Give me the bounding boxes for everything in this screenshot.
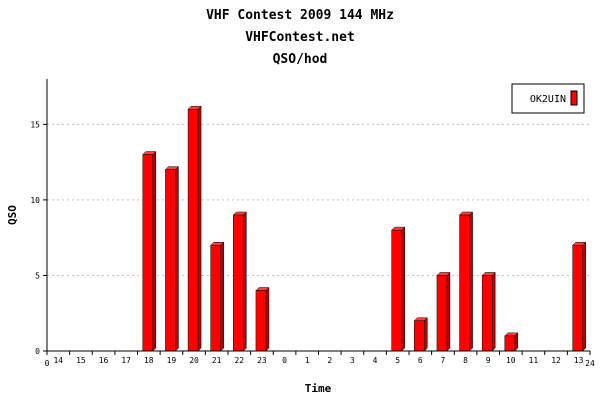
bar-front: [481, 275, 493, 352]
y-tick-label: 0: [35, 347, 40, 356]
x-tick-label: 18: [144, 356, 154, 365]
legend: OK2UIN: [511, 83, 585, 114]
bar: [413, 317, 428, 352]
x-axis-end-label: 24: [585, 359, 595, 368]
bar-side: [582, 241, 586, 352]
x-tick-label: 22: [234, 356, 244, 365]
x-tick-label: 23: [257, 356, 267, 365]
bar: [436, 271, 451, 352]
bar: [187, 105, 202, 352]
x-tick-label: 5: [395, 356, 400, 365]
x-tick-label: 12: [551, 356, 561, 365]
bar: [391, 226, 406, 352]
bar-front: [165, 169, 176, 352]
bar-side: [491, 271, 496, 352]
x-tick-label: 21: [212, 356, 222, 365]
bar-front: [187, 108, 199, 352]
bar-side: [243, 211, 247, 352]
bar-side: [401, 226, 405, 352]
bar-front: [142, 154, 154, 352]
bars: [142, 105, 587, 352]
bar-front: [233, 214, 244, 352]
bar: [142, 150, 157, 352]
x-tick-label: 3: [350, 356, 355, 365]
bar-front: [504, 335, 516, 352]
bar: [210, 241, 225, 352]
x-ticks: 14 15 16 17 18 19 20 21 22 23 0 1 2 3 4 5 6 7 8 9 10 11 12 13: [46, 351, 591, 365]
chart-subtitle-unit: QSO/hod: [273, 52, 328, 67]
legend-swatch: [570, 90, 578, 106]
bar-side: [220, 241, 224, 352]
bar-front: [572, 244, 583, 352]
bar-side: [265, 286, 270, 352]
bar-front: [436, 275, 448, 352]
x-tick-label: 19: [167, 356, 177, 365]
x-tick-label: 1: [305, 356, 310, 365]
x-tick-label: 11: [529, 356, 539, 365]
x-tick-label: 15: [76, 356, 86, 365]
bar-side: [424, 317, 428, 352]
bar: [458, 211, 474, 352]
x-tick-label: 4: [373, 356, 378, 365]
x-axis-start-label: 0: [45, 359, 50, 368]
bar-side: [175, 166, 179, 352]
x-tick-label: 10: [506, 356, 516, 365]
x-tick-label: 8: [463, 356, 468, 365]
x-tick-label: 20: [189, 356, 199, 365]
x-tick-label: 13: [574, 356, 584, 365]
x-tick-label: 9: [486, 356, 491, 365]
bar-side: [446, 271, 451, 352]
bar-front: [459, 214, 470, 352]
y-axis-title: QSO: [6, 205, 19, 225]
y-tick-label: 5: [35, 271, 40, 280]
bar-front: [255, 290, 267, 352]
bar: [232, 211, 247, 352]
x-axis-title: Time: [305, 382, 332, 395]
x-tick-label: 17: [121, 356, 131, 365]
bar: [481, 271, 496, 352]
bar: [255, 286, 270, 352]
bar-side: [469, 211, 473, 352]
y-tick-label: 10: [30, 196, 40, 205]
legend-label: OK2UIN: [530, 94, 566, 105]
x-tick-label: 0: [282, 356, 287, 365]
bar-front: [210, 244, 221, 352]
bar-side: [197, 105, 202, 352]
y-ticks: 0 5 10 15: [30, 120, 47, 356]
chart-subtitle: VHFContest.net: [245, 30, 355, 45]
x-tick-label: 6: [418, 356, 423, 365]
x-tick-label: 2: [327, 356, 332, 365]
grid-lines: [47, 123, 590, 276]
bar-side: [152, 150, 157, 352]
chart-title: VHF Contest 2009 144 MHz: [206, 8, 394, 23]
y-tick-label: 15: [30, 120, 40, 129]
bar: [572, 241, 587, 352]
x-tick-label: 7: [441, 356, 446, 365]
x-tick-label: 16: [99, 356, 109, 365]
bar-front: [414, 320, 425, 352]
bar: [164, 166, 180, 352]
bar-front: [391, 229, 402, 352]
bar: [504, 332, 519, 352]
x-tick-label: 14: [53, 356, 63, 365]
